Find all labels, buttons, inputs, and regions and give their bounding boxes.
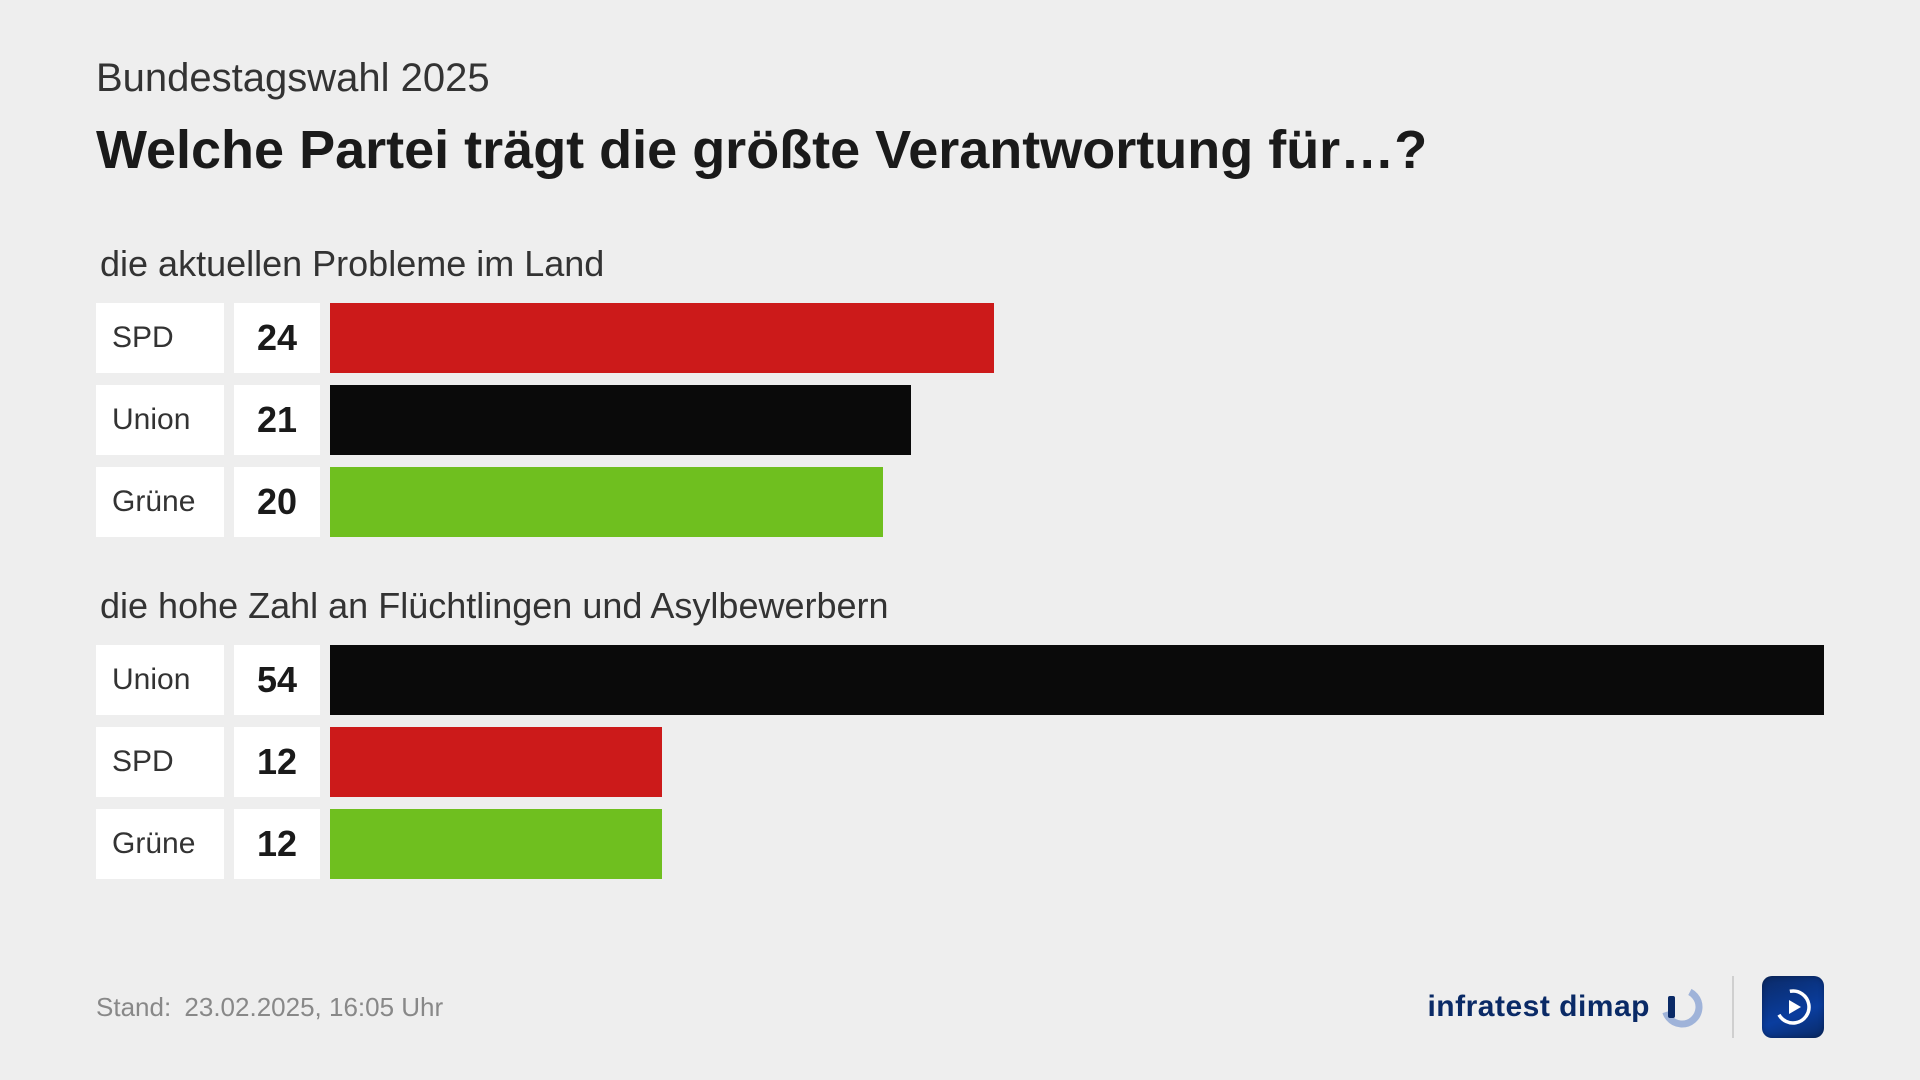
bar [330, 385, 911, 455]
bar-row: Grüne12 [96, 809, 1824, 879]
chart-groups: die aktuellen Probleme im LandSPD24Union… [96, 243, 1824, 879]
bar-row: SPD12 [96, 727, 1824, 797]
bar [330, 809, 662, 879]
party-label: Union [96, 645, 224, 715]
timestamp: Stand: 23.02.2025, 16:05 Uhr [96, 992, 443, 1023]
value-label: 54 [234, 645, 320, 715]
chart-container: Bundestagswahl 2025 Welche Partei trägt … [0, 0, 1920, 879]
value-label: 12 [234, 809, 320, 879]
bar-track [330, 303, 1824, 373]
logo-divider [1732, 976, 1734, 1038]
bar-track [330, 727, 1824, 797]
bar [330, 727, 662, 797]
infratest-dimap-icon [1660, 985, 1704, 1029]
bar [330, 303, 994, 373]
bar [330, 467, 883, 537]
bar-row: Union21 [96, 385, 1824, 455]
bar-row: Union54 [96, 645, 1824, 715]
source-logo: infratest dimap [1427, 985, 1704, 1029]
bar-track [330, 645, 1824, 715]
bar-row: SPD24 [96, 303, 1824, 373]
timestamp-value: 23.02.2025, 16:05 Uhr [184, 992, 443, 1022]
party-label: SPD [96, 303, 224, 373]
value-label: 24 [234, 303, 320, 373]
ard-logo [1762, 976, 1824, 1038]
chart-title: Welche Partei trägt die größte Verantwor… [96, 119, 1824, 181]
group-title: die hohe Zahl an Flüchtlingen und Asylbe… [96, 585, 1824, 627]
chart-group: die aktuellen Probleme im LandSPD24Union… [96, 243, 1824, 537]
bar [330, 645, 1824, 715]
chart-group: die hohe Zahl an Flüchtlingen und Asylbe… [96, 585, 1824, 879]
party-label: Grüne [96, 809, 224, 879]
bar-track [330, 467, 1824, 537]
value-label: 20 [234, 467, 320, 537]
party-label: SPD [96, 727, 224, 797]
pretitle: Bundestagswahl 2025 [96, 56, 1824, 101]
footer-logos: infratest dimap [1427, 976, 1824, 1038]
timestamp-label: Stand: [96, 992, 171, 1022]
source-name: infratest dimap [1427, 990, 1650, 1024]
value-label: 12 [234, 727, 320, 797]
value-label: 21 [234, 385, 320, 455]
group-title: die aktuellen Probleme im Land [96, 243, 1824, 285]
chart-footer: Stand: 23.02.2025, 16:05 Uhr infratest d… [96, 976, 1824, 1038]
bar-track [330, 809, 1824, 879]
party-label: Grüne [96, 467, 224, 537]
bar-track [330, 385, 1824, 455]
party-label: Union [96, 385, 224, 455]
bar-row: Grüne20 [96, 467, 1824, 537]
